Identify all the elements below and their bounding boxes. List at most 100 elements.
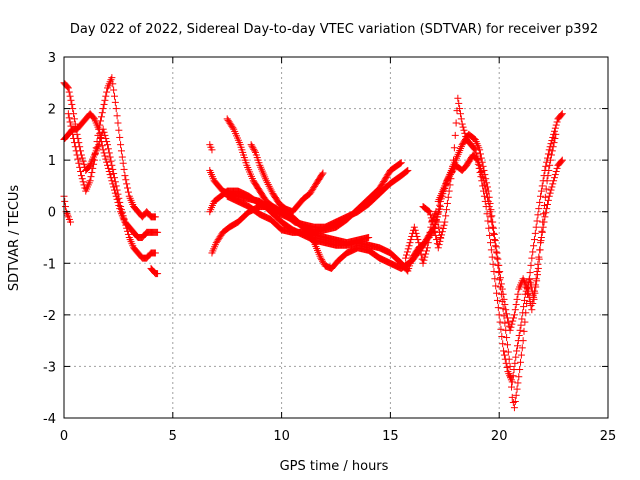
series-track-j [223, 115, 412, 231]
data-point [534, 264, 542, 272]
data-point [66, 92, 74, 100]
data-point [548, 183, 556, 191]
data-point [451, 131, 459, 139]
data-point [99, 105, 107, 113]
data-point [491, 275, 499, 283]
data-point [435, 223, 443, 231]
data-point [526, 275, 534, 283]
data-point [444, 193, 452, 201]
data-point [532, 283, 540, 291]
data-point [547, 151, 555, 159]
data-point [518, 315, 526, 323]
data-point [458, 120, 466, 128]
data-point [493, 249, 501, 257]
data-point [402, 168, 410, 176]
data-point [86, 177, 94, 185]
data-point [501, 355, 509, 363]
data-point [486, 239, 494, 247]
data-point [64, 110, 72, 118]
data-point [492, 282, 500, 290]
data-point [98, 142, 106, 150]
data-point [78, 175, 86, 183]
x-axis-label: GPS time / hours [280, 459, 389, 474]
data-point [424, 239, 432, 247]
data-point [553, 118, 561, 126]
data-point [545, 166, 553, 174]
data-point [102, 155, 110, 163]
data-point [544, 172, 552, 180]
data-point [104, 141, 112, 149]
data-point [65, 114, 73, 122]
data-point [123, 180, 131, 188]
data-point [74, 155, 82, 163]
data-point [107, 174, 115, 182]
data-point [490, 268, 498, 276]
data-point [436, 228, 444, 236]
data-point [423, 244, 431, 252]
data-point [420, 256, 428, 264]
data-point [546, 189, 554, 197]
data-point [309, 237, 317, 245]
data-point [548, 147, 556, 155]
data-point [473, 156, 481, 164]
data-point [416, 247, 424, 255]
data-point [513, 385, 521, 393]
data-point [499, 340, 507, 348]
data-point [111, 189, 119, 197]
data-point [96, 121, 104, 129]
data-point [495, 261, 503, 269]
data-point [504, 348, 512, 356]
data-point [251, 147, 259, 155]
data-point [93, 138, 101, 146]
data-point [491, 237, 499, 245]
data-point [67, 96, 75, 104]
data-point [446, 171, 454, 179]
data-point [117, 141, 125, 149]
chart-title: Day 022 of 2022, Sidereal Day-to-day VTE… [70, 22, 598, 37]
data-point [103, 88, 111, 96]
data-point [513, 342, 521, 350]
data-point [520, 327, 528, 335]
data-point [112, 105, 120, 113]
data-point [105, 167, 113, 175]
data-point [485, 193, 493, 201]
data-point [493, 289, 501, 297]
data-point [91, 150, 99, 158]
data-point [550, 127, 558, 135]
data-point [250, 145, 258, 153]
data-point [67, 122, 75, 130]
data-point [549, 143, 557, 151]
data-point [483, 210, 491, 218]
data-point [110, 170, 118, 178]
data-point [448, 167, 456, 175]
data-point [456, 110, 464, 118]
data-point [319, 169, 327, 177]
data-point [414, 236, 422, 244]
data-point [500, 295, 508, 303]
data-point [558, 156, 566, 164]
data-point [446, 172, 454, 180]
data-point [69, 130, 77, 138]
x-tick-label: 20 [491, 429, 508, 444]
data-point [446, 181, 454, 189]
data-point [111, 98, 119, 106]
data-point [527, 279, 535, 287]
data-point [528, 254, 536, 262]
data-point [67, 218, 75, 226]
data-point [525, 278, 533, 286]
data-point [546, 161, 554, 169]
data-point [552, 130, 560, 138]
data-point [318, 256, 326, 264]
data-point [426, 211, 434, 219]
data-point [443, 177, 451, 185]
data-point [521, 290, 529, 298]
data-point [422, 250, 430, 258]
data-point [479, 162, 487, 170]
data-point [506, 362, 514, 370]
data-point [436, 201, 444, 209]
axis-ticks: 0 5 10 15 20 25 -4 -3 -2 -1 0 1 2 3 [43, 51, 616, 444]
data-point [538, 182, 546, 190]
data-point [498, 333, 506, 341]
data-point [432, 208, 440, 216]
data-point [94, 131, 102, 139]
